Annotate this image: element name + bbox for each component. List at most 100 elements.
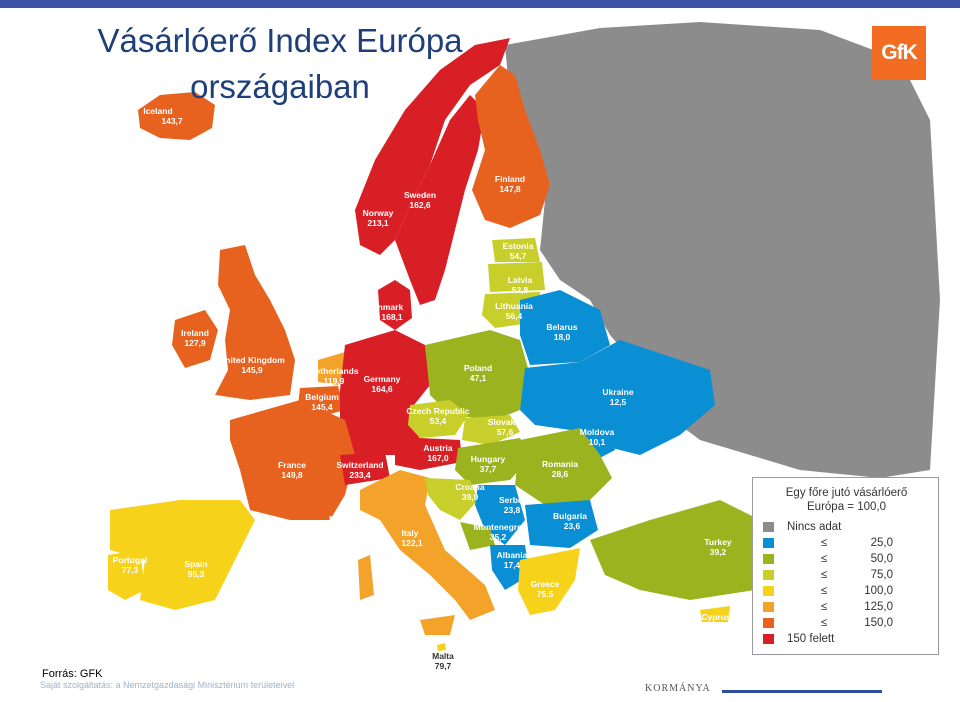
legend-value: 50,0 [870,553,893,565]
legend-item-le-150: ≤ 150,0 [763,616,931,630]
footer-logo-text: KORMÁNYA [645,683,711,694]
legend: Egy főre jutó vásárlóerő Európa = 100,0 … [752,477,939,655]
region-russia [505,22,940,478]
legend-swatch [763,570,774,580]
title-line-2: országaiban [190,68,370,105]
footer-accent-line [722,690,882,693]
region-italy [360,470,495,620]
value-poland: 47,1 [470,373,487,383]
label-latvia: Latvia [508,275,533,285]
value-sweden: 162,6 [409,200,431,210]
region-czech [408,400,468,438]
legend-value: 150,0 [864,617,893,629]
label-serbia: Serbia [499,495,525,505]
label-netherlands: Netherlands [309,366,358,376]
region-croatia [425,478,478,520]
label-austria: Austria [423,443,453,453]
faded-caption: Saját szolgáltatás: a Nemzetgazdasági Mi… [40,680,295,690]
legend-title-line-1: Egy főre jutó vásárlóerő [785,487,908,499]
region-poland [425,330,530,420]
legend-item-no-data: Nincs adat [763,520,931,534]
label-czech: Czech Republic [406,406,470,416]
label-lithuania: Lithuania [495,301,533,311]
legend-swatch [763,522,774,532]
value-moldova: 10,1 [589,437,606,447]
legend-symbol: ≤ [821,537,828,549]
legend-symbol: ≤ [821,601,828,613]
legend-swatch [763,538,774,548]
legend-swatch [763,618,774,628]
label-switzerland: Switzerland [336,460,383,470]
label-bulgaria: Bulgaria [553,511,587,521]
label-norway: Norway [363,208,394,218]
label-croatia: Croatia [455,482,485,492]
value-malta: 79,7 [435,661,452,671]
legend-item-le-125: ≤ 125,0 [763,600,931,614]
legend-item-le-75: ≤ 75,0 [763,568,931,582]
value-turkey: 39,2 [710,547,727,557]
legend-title: Egy főre jutó vásárlóerő Európa = 100,0 [753,486,940,514]
label-ireland: Ireland [181,328,209,338]
value-croatia: 39,9 [462,492,479,502]
value-ukraine: 12,5 [610,397,627,407]
value-germany: 164,6 [371,384,393,394]
value-czech: 53,4 [430,416,447,426]
value-austria: 167,0 [427,453,449,463]
region-sweden [395,95,485,305]
label-germany: Germany [364,374,401,384]
region-iceland [138,92,215,140]
label-poland: Poland [464,363,492,373]
value-norway: 213,1 [367,218,389,228]
legend-item-le-25: ≤ 25,0 [763,536,931,550]
value-slovakia: 57,6 [497,427,514,437]
region-portugal [108,550,145,600]
value-romania: 28,6 [552,469,569,479]
value-italy: 122,1 [401,538,423,548]
legend-title-line-2: Európa = 100,0 [807,501,886,513]
value-spain: 95,3 [188,569,205,579]
label-spain: Spain [184,559,207,569]
label-malta: Malta [432,651,454,661]
region-denmark [378,280,412,330]
label-italy: Italy [401,528,418,538]
label-moldova: Moldova [580,427,615,437]
region-belarus [520,290,610,365]
source-note: Forrás: GFK [42,668,103,680]
legend-label: Nincs adat [787,521,842,533]
value-switzerland: 233,4 [349,470,371,480]
legend-value: 25,0 [870,537,893,549]
region-ukraine [520,340,715,455]
region-uk [215,245,295,400]
region-bulgaria [525,500,598,548]
value-netherlands: 119,9 [324,376,345,386]
label-albania: Albania [497,550,528,560]
value-ireland: 127,9 [184,338,206,348]
value-finland: 147,8 [499,184,521,194]
legend-symbol: ≤ [821,585,828,597]
region-spain [110,500,255,610]
region-ireland [172,310,218,368]
value-belarus: 18,0 [554,332,571,342]
top-accent-bar [0,0,960,8]
label-hungary: Hungary [471,454,506,464]
region-hungary [455,438,530,485]
legend-item-le-100: ≤ 100,0 [763,584,931,598]
region-cyprus [700,606,730,622]
value-uk: 145,9 [241,365,263,375]
region-montenegro [460,522,495,550]
region-norway [355,38,510,255]
region-finland [472,65,550,228]
legend-swatch [763,634,774,644]
legend-item-le-50: ≤ 50,0 [763,552,931,566]
title-line-1: Vásárlóerő Index Európa [97,22,463,59]
legend-symbol: ≤ [821,553,828,565]
value-serbia: 23,8 [504,505,521,515]
legend-swatch [763,586,774,596]
label-denmark: Denmark [367,302,404,312]
legend-swatch [763,554,774,564]
label-ukraine: Ukraine [602,387,633,397]
label-montenegro: Montenegro [474,522,523,532]
label-sweden: Sweden [404,190,436,200]
legend-value: 125,0 [864,601,893,613]
